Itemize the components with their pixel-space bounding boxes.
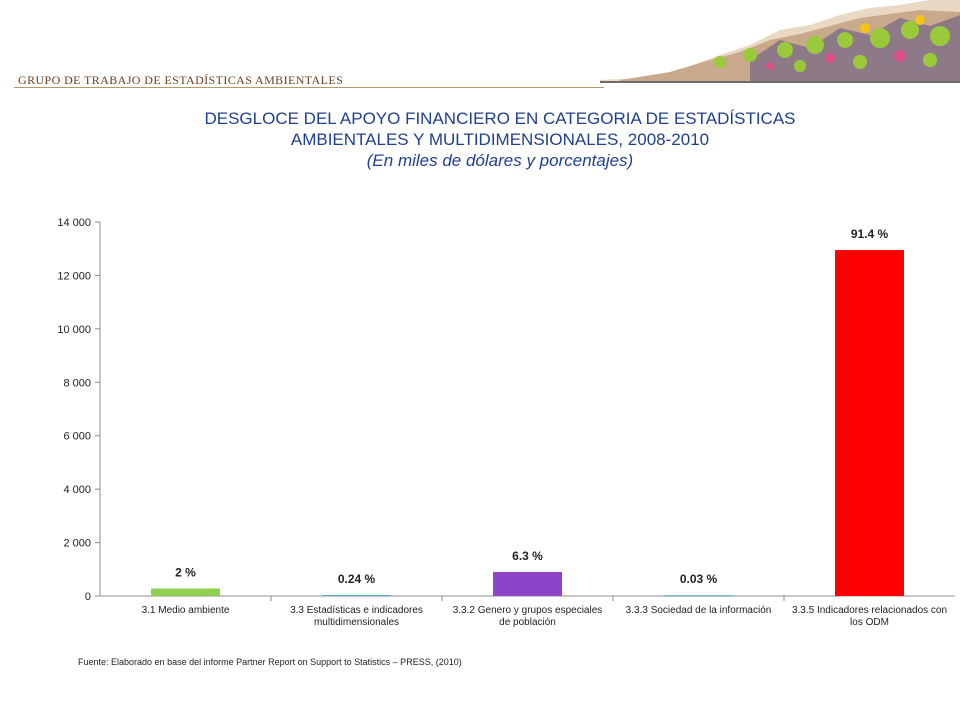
bar [493,571,562,596]
y-tick-label: 4 000 [63,484,91,496]
chart-title-line1: DESGLOCE DEL APOYO FINANCIERO EN CATEGOR… [204,109,796,128]
bar [664,595,733,596]
bar-data-label: 2 % [175,566,196,580]
x-category-label: los ODM [850,617,889,628]
x-category-label: 3.3.2 Genero y grupos especiales [453,605,603,616]
bar-chart: 0 2 000 4 000 6 000 8 000 10 000 12 000 14 000 2… [57,217,955,628]
y-tick-label: 10 000 [57,324,91,336]
source-note: Fuente: Elaborado en base del informe Pa… [78,657,462,667]
y-tick-label: 2 000 [63,538,91,550]
x-category-label: 3.3 Estadísticas e indicadores [290,605,423,616]
x-category-label: 3.3.3 Sociedad de la información [626,605,772,616]
x-category-label: multidimensionales [314,617,399,628]
y-tick-label: 12 000 [57,270,91,282]
chart-title-line2: AMBIENTALES Y MULTIDIMENSIONALES, 2008-2… [290,130,710,149]
header-group-label: GRUPO DE TRABAJO DE ESTADÍSTICAS AMBIENT… [18,73,344,87]
y-tick-label: 14 000 [57,217,91,229]
bar-data-label: 0.24 % [338,572,376,586]
header-banner-illustration [600,0,960,83]
y-tick-label: 8 000 [63,377,91,389]
x-category-label: 3.1 Medio ambiente [142,605,230,616]
bar-data-label: 6.3 % [512,549,543,563]
x-category-label: 3.3.5 Indicadores relacionados con [792,605,947,616]
bar [151,588,220,596]
y-tick-label: 6 000 [63,431,91,443]
x-category-label: de población [499,617,556,628]
bar-data-label: 0.03 % [680,572,718,586]
chart-subtitle: (En miles de dólares y porcentajes) [366,151,634,170]
bar [835,250,904,597]
bar [322,595,391,596]
chart-title-block: DESGLOCE DEL APOYO FINANCIERO EN CATEGOR… [100,108,900,171]
header-rule [14,87,604,88]
bar-data-label: 91.4 % [851,227,889,241]
y-tick-label: 0 [85,591,91,603]
